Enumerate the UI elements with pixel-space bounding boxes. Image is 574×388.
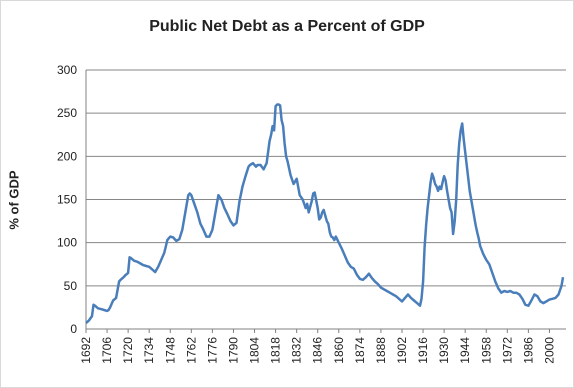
y-tick-label: 300	[57, 63, 77, 77]
series-line	[85, 103, 565, 324]
x-tick-label: 1874	[353, 337, 367, 364]
series-group	[85, 103, 565, 324]
x-tick-label: 1748	[163, 337, 177, 364]
x-tick-label: 1846	[311, 337, 325, 364]
x-tick-label: 1888	[374, 337, 388, 364]
gridlines	[85, 69, 566, 333]
y-tick-label: 200	[57, 149, 77, 163]
x-tick-label: 1734	[142, 337, 156, 364]
y-tick-label: 100	[57, 236, 77, 250]
x-tick-labels: 1692 1706 1720 1734 1748 1762 1776 1790 1804 1818…	[79, 337, 556, 364]
x-tick-label: 1930	[437, 337, 451, 364]
y-tick-label: 0	[70, 322, 77, 336]
x-tick-label: 1944	[458, 337, 472, 364]
x-tick-label: 1776	[205, 337, 219, 364]
x-tick-label: 1762	[184, 337, 198, 364]
x-tick-label: 1902	[395, 337, 409, 364]
x-tick-label: 1790	[226, 337, 240, 364]
x-tick-label: 1720	[121, 337, 135, 364]
x-tick-label: 1692	[79, 337, 93, 364]
y-tick-label: 150	[57, 193, 77, 207]
x-tick-label: 1972	[500, 337, 514, 364]
chart-title: Public Net Debt as a Percent of GDP	[149, 18, 425, 35]
x-tick-label: 1958	[479, 337, 493, 364]
x-tick-label: 1986	[521, 337, 535, 364]
x-tick-label: 1832	[290, 337, 304, 364]
y-tick-label: 50	[64, 279, 78, 293]
x-tick-label: 2000	[542, 337, 556, 364]
x-tick-label: 1860	[332, 337, 346, 364]
y-tick-labels: 0 50 100 150 200 250 300	[57, 63, 77, 336]
x-tick-label: 1804	[248, 337, 262, 364]
y-tick-label: 250	[57, 106, 77, 120]
x-tick-label: 1916	[416, 337, 430, 364]
x-tick-label: 1818	[269, 337, 283, 364]
x-tick-label: 1706	[100, 337, 114, 364]
